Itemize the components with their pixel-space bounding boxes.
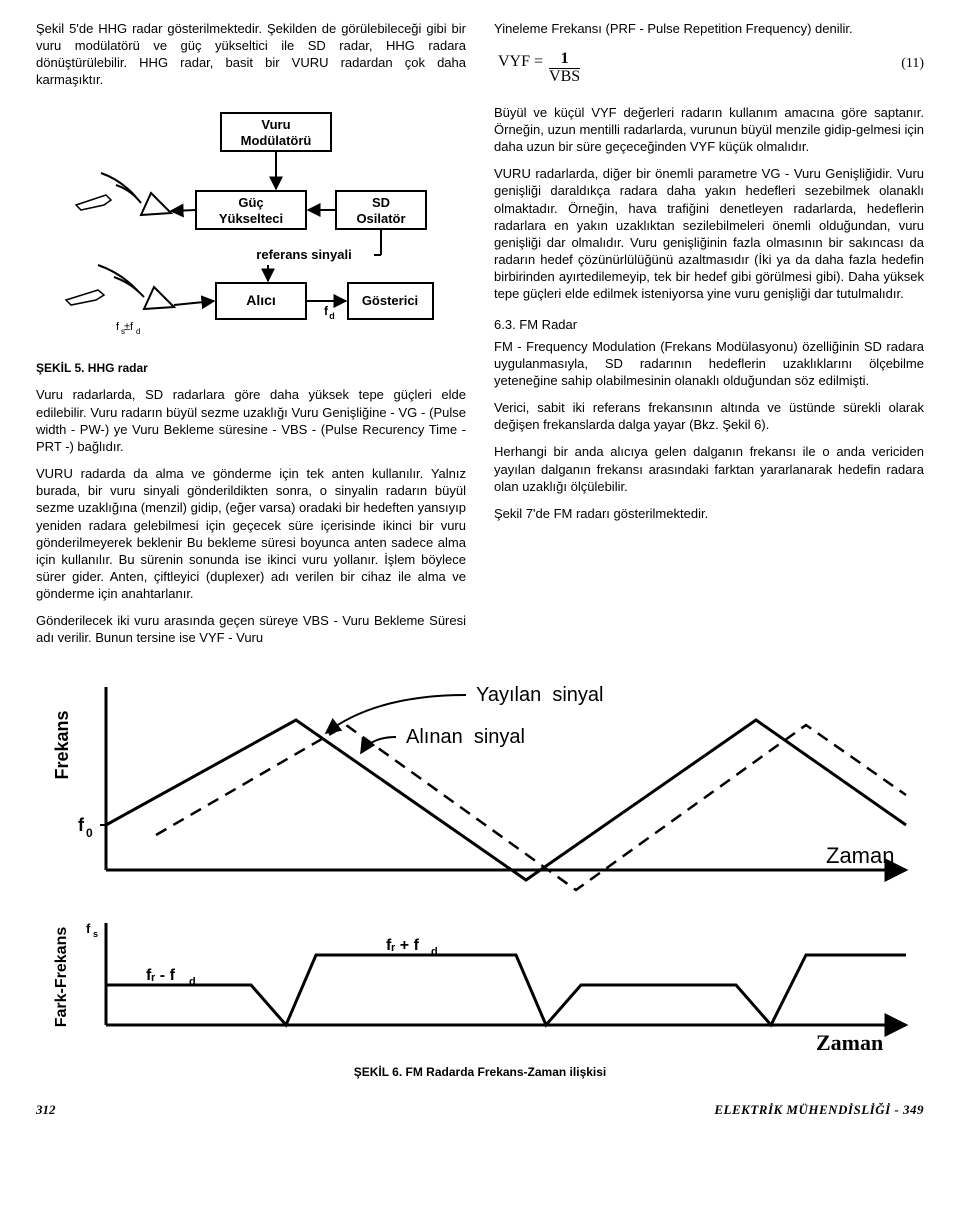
paragraph: VURU radarlarda, diğer bir önemli parame… [494,165,924,302]
figure-5-caption: ŞEKİL 5. HHG radar [36,361,466,377]
svg-text:Alınan sinyal: Alınan sinyal [406,726,525,748]
svg-text:f: f [86,921,91,936]
paragraph: Herhangi bir anda alıcıya gelen dalganın… [494,443,924,494]
svg-text:Alıcı: Alıcı [246,292,276,308]
journal-title-right: ELEKTRİK MÜHENDİSLİĞİ - 349 [714,1101,924,1118]
paragraph: Yineleme Frekansı (PRF - Pulse Repetitio… [494,20,924,37]
svg-text:d: d [431,946,438,958]
svg-text:0: 0 [86,826,93,840]
paragraph: Vuru radarlarda, SD radarlara göre daha … [36,386,466,455]
svg-text:d: d [136,327,140,336]
paragraph: Verici, sabit iki referans frekansının a… [494,399,924,433]
svg-text:Modülatörü: Modülatörü [241,133,312,148]
svg-text:f: f [116,321,120,333]
svg-text:f: f [78,815,85,835]
page-number-left: 312 [36,1101,56,1118]
svg-text:Vuru: Vuru [261,117,290,132]
svg-text:Osilatör: Osilatör [356,211,405,226]
equation-11: VYF = 1 VBS (11) [494,51,924,86]
eq-denominator: VBS [549,69,580,86]
eq-numerator: 1 [555,51,575,68]
svg-text:Yayılan sinyal: Yayılan sinyal [476,684,603,706]
svg-text:Zaman: Zaman [826,843,894,868]
eq-lhs: VYF = [498,51,543,72]
figure-6-caption: ŞEKİL 6. FM Radarda Frekans-Zaman ilişki… [36,1065,924,1081]
svg-text:Güç: Güç [238,195,263,210]
svg-text:f: f [324,304,329,318]
svg-text:referans sinyali: referans sinyali [256,247,351,262]
svg-text:SD: SD [372,195,390,210]
paragraph: Gönderilecek iki vuru arasında geçen sür… [36,612,466,646]
figure-6-diagram: Frekans f 0 Yayılan sinyal Alınan sinyal… [36,675,924,1081]
paragraph: VURU radarda da alma ve gönderme için te… [36,465,466,602]
equation-number: (11) [901,51,924,73]
svg-text:d: d [189,976,196,988]
svg-text:±f: ±f [124,321,134,333]
page-footer: 312 ELEKTRİK MÜHENDİSLİĞİ - 349 [36,1101,924,1118]
svg-text:Zaman: Zaman [816,1030,883,1055]
paragraph: Şekil 5'de HHG radar gösterilmektedir. Ş… [36,20,466,89]
svg-text:s: s [93,929,98,939]
svg-text:Gösterici: Gösterici [362,293,418,308]
svg-text:Yükselteci: Yükselteci [219,211,283,226]
svg-text:Fark-Frekans: Fark-Frekans [53,926,70,1027]
paragraph: FM - Frequency Modulation (Frekans Modül… [494,338,924,389]
section-heading-6-3: 6.3. FM Radar [494,316,924,333]
svg-text:fᵣ + f: fᵣ + f [386,937,420,954]
paragraph: Şekil 7'de FM radarı gösterilmektedir. [494,505,924,522]
paragraph: Büyül ve küçül VYF değerleri radarın kul… [494,104,924,155]
svg-text:fᵣ - f: fᵣ - f [146,967,176,984]
svg-text:Frekans: Frekans [52,710,72,779]
figure-5-diagram: Vuru Modülatörü Güç Yükselteci SD Osilat… [36,105,466,355]
svg-text:d: d [329,311,335,321]
